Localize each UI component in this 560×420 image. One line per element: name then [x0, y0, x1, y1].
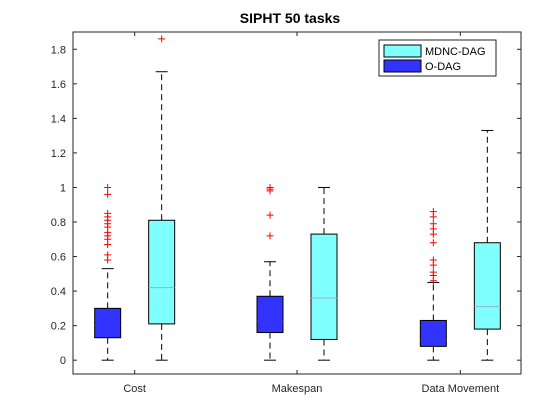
y-tick-label: 1.8: [51, 44, 66, 56]
legend: MDNC-DAG O-DAG: [379, 40, 496, 76]
x-tick-label: Cost: [123, 383, 146, 395]
chart-title: SIPHT 50 tasks: [240, 10, 341, 26]
box-body: [149, 220, 175, 324]
legend-label: MDNC-DAG: [425, 46, 486, 58]
x-tick-label: Data Movement: [422, 383, 500, 395]
legend-label: O-DAG: [425, 61, 461, 73]
y-tick-label: 0.6: [51, 252, 66, 264]
y-tick-label: 0.2: [51, 321, 66, 333]
legend-swatch: [384, 45, 421, 57]
x-tick-label: Makespan: [272, 383, 323, 395]
y-tick-label: 1: [60, 182, 66, 194]
box-body: [257, 296, 283, 332]
box-body: [420, 320, 446, 346]
legend-swatch: [384, 60, 421, 72]
box-body: [474, 243, 500, 329]
y-tick-label: 0.4: [51, 286, 66, 298]
y-tick-label: 1.4: [51, 113, 66, 125]
y-tick-label: 0: [60, 355, 66, 367]
y-tick-label: 1.2: [51, 148, 66, 160]
y-tick-label: 1.6: [51, 79, 66, 91]
box-body: [311, 234, 337, 339]
box-body: [95, 308, 121, 337]
y-tick-label: 0.8: [51, 217, 66, 229]
